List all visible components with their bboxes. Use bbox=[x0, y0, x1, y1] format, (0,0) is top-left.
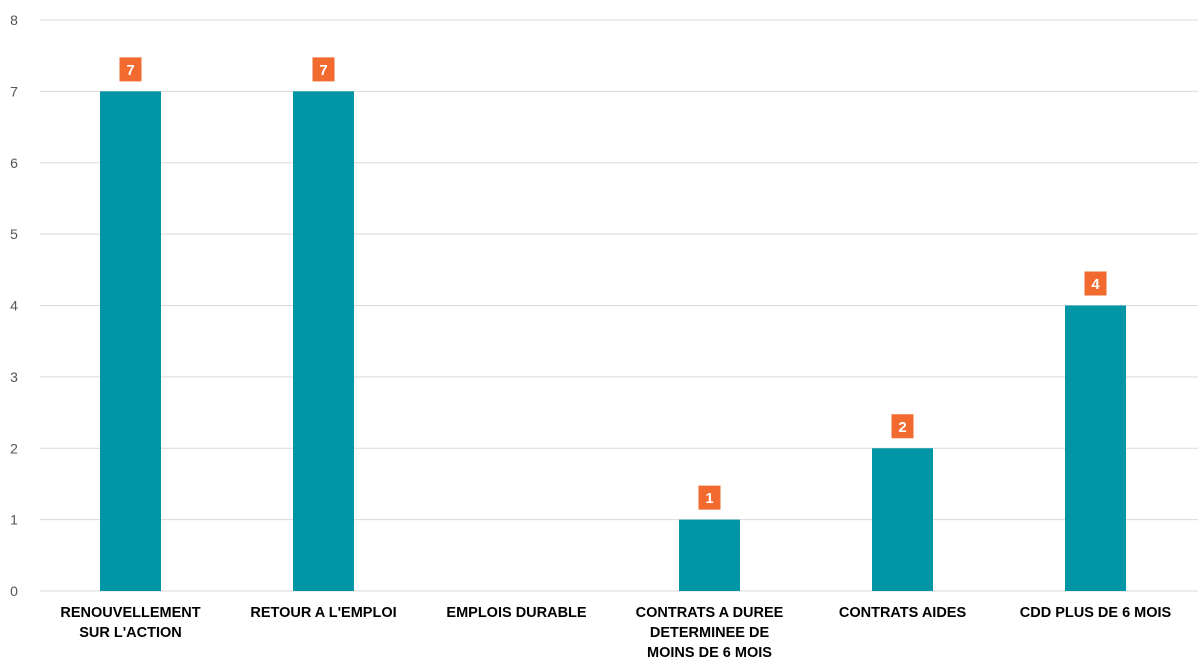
category-label: DETERMINEE DE bbox=[650, 625, 770, 641]
category-label: CDD PLUS DE 6 MOIS bbox=[1020, 605, 1172, 621]
category-label: CONTRATS AIDES bbox=[839, 605, 967, 621]
bar bbox=[872, 448, 933, 591]
category-label: CONTRATS A DUREE bbox=[636, 605, 784, 621]
y-tick-label: 2 bbox=[10, 440, 18, 456]
category-label: SUR L'ACTION bbox=[79, 625, 182, 641]
data-labels: 7 7 1 2 4 bbox=[119, 57, 1107, 510]
y-tick-label: 0 bbox=[10, 583, 18, 599]
category-label: RENOUVELLEMENT bbox=[60, 605, 200, 621]
bar bbox=[293, 91, 354, 591]
y-tick-label: 6 bbox=[10, 155, 18, 171]
bar bbox=[1065, 305, 1126, 591]
y-tick-label: 7 bbox=[10, 83, 18, 99]
data-label-box bbox=[698, 485, 721, 510]
data-label-box bbox=[312, 57, 335, 82]
x-axis-categories: RENOUVELLEMENT SUR L'ACTION RETOUR A L'EMP… bbox=[60, 605, 1171, 659]
category-label: EMPLOIS DURABLE bbox=[446, 605, 587, 621]
y-axis-ticks: 0 1 2 3 4 5 6 7 8 bbox=[10, 12, 18, 599]
gridlines bbox=[40, 19, 1198, 592]
y-tick-label: 1 bbox=[10, 512, 18, 528]
data-label: 1 bbox=[705, 490, 713, 507]
data-label: 4 bbox=[1091, 276, 1100, 293]
y-tick-label: 8 bbox=[10, 12, 18, 28]
data-label-box bbox=[891, 414, 914, 439]
y-tick-label: 4 bbox=[10, 298, 18, 314]
data-label-box bbox=[119, 57, 142, 82]
data-label: 7 bbox=[319, 62, 327, 79]
data-label: 7 bbox=[126, 62, 134, 79]
bar bbox=[100, 91, 161, 591]
category-label: MOINS DE 6 MOIS bbox=[647, 645, 772, 659]
y-tick-label: 3 bbox=[10, 369, 18, 385]
category-label: RETOUR A L'EMPLOI bbox=[250, 605, 396, 621]
bar bbox=[679, 519, 740, 591]
data-label: 2 bbox=[898, 419, 906, 436]
data-label-box bbox=[1084, 271, 1107, 296]
bars bbox=[100, 91, 1126, 591]
y-tick-label: 5 bbox=[10, 226, 18, 242]
